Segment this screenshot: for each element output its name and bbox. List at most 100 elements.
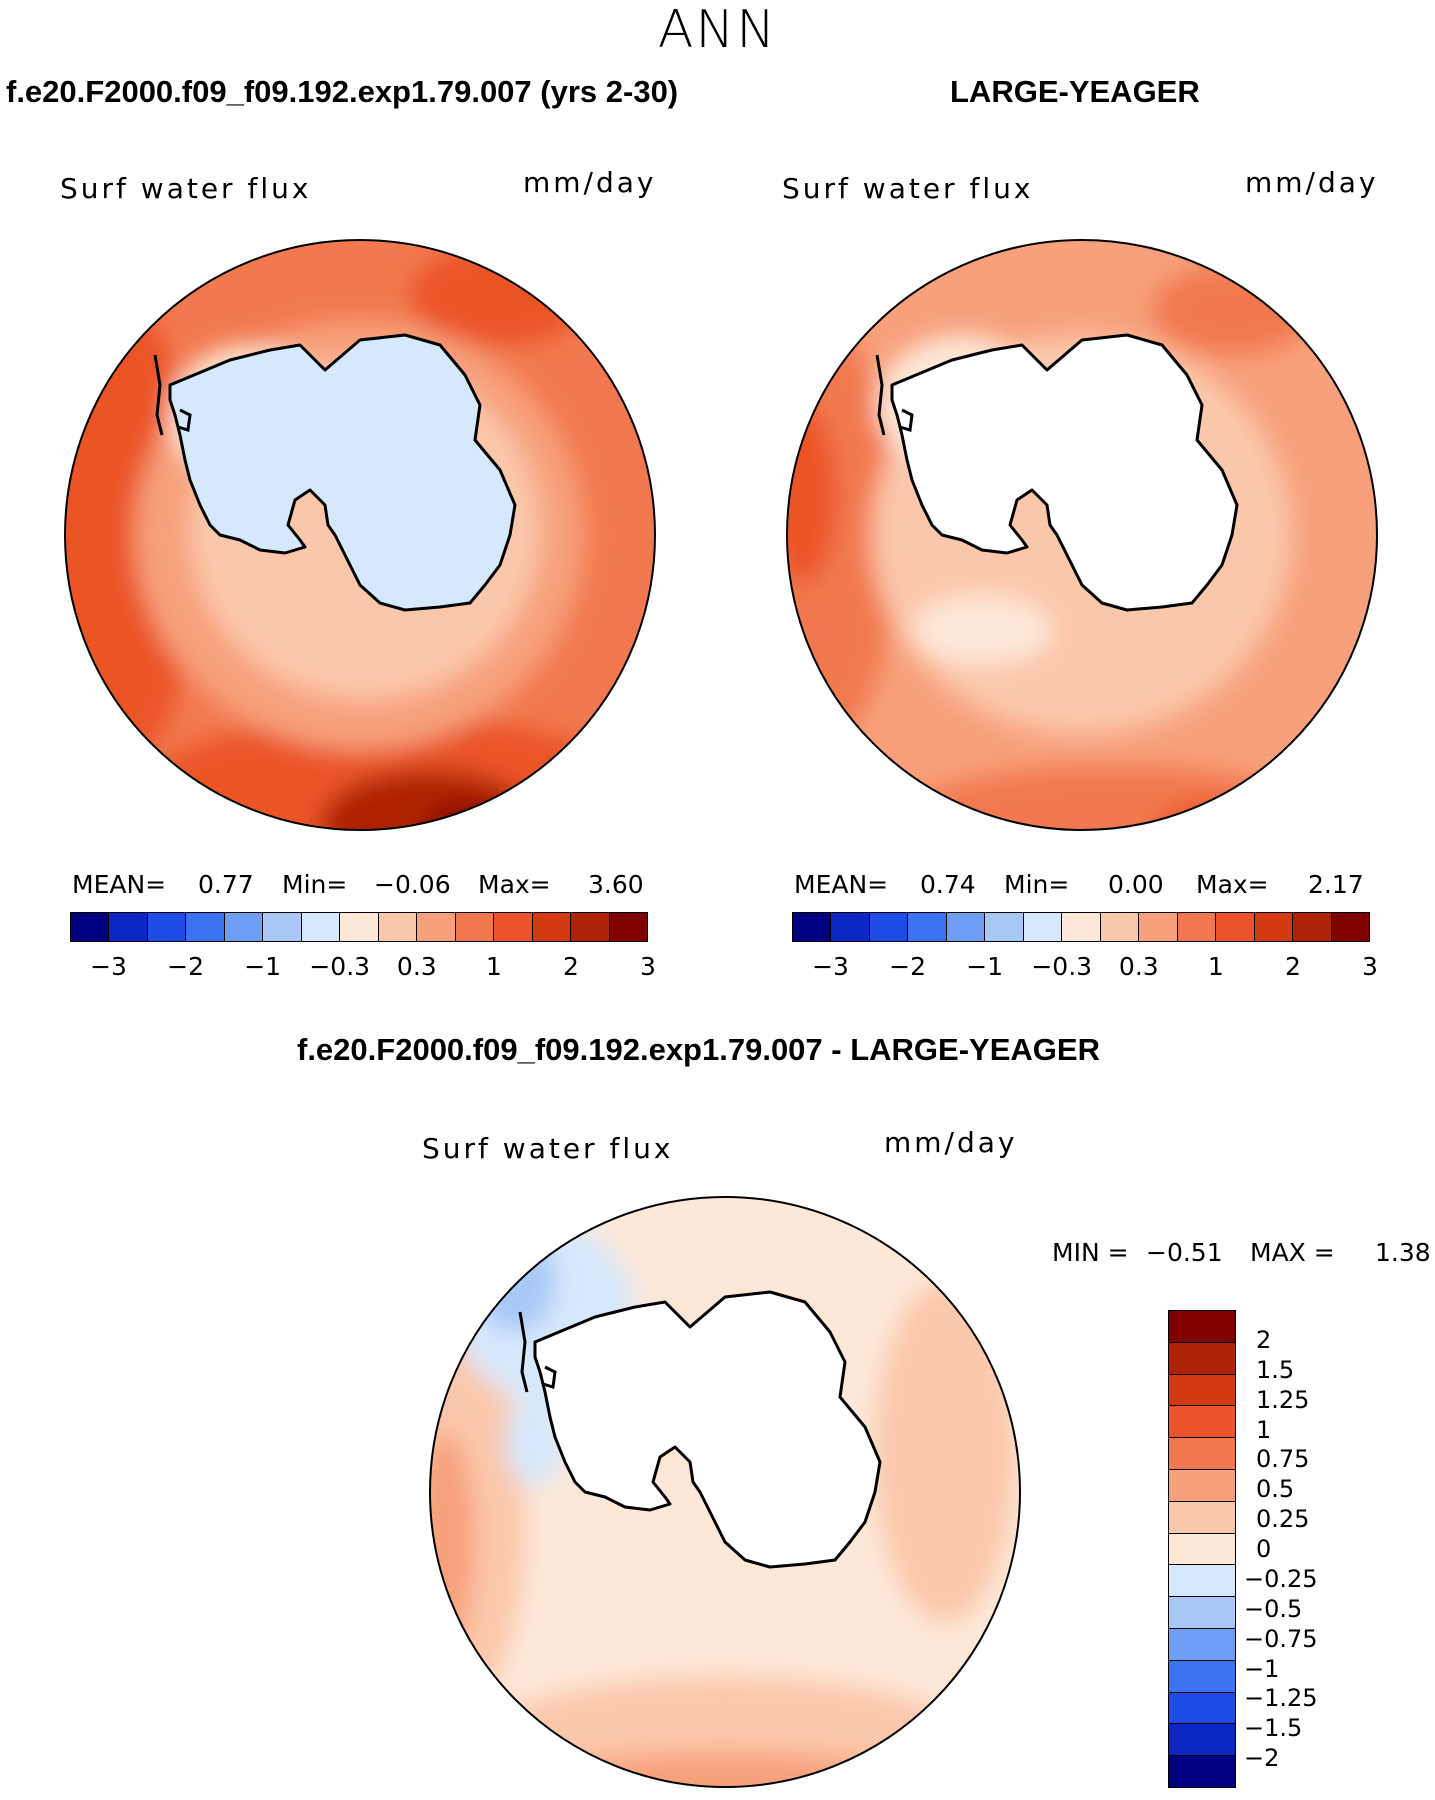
panel-1-antarctica (168, 333, 517, 612)
colorbar-tick-label: −0.3 (1031, 952, 1093, 981)
colorbar-swatch (263, 913, 302, 941)
panel-2-polar-map (786, 239, 1378, 831)
colorbar-swatch (147, 913, 187, 941)
difference-polar-map (429, 1196, 1021, 1788)
colorbar-swatch (1169, 1406, 1235, 1439)
panel-1-min-label: Min= (282, 870, 348, 899)
panel-1-variable: Surf water flux (60, 172, 312, 205)
panel-2-coast-islands (875, 354, 914, 436)
panel-1-mean-label: MEAN= (72, 870, 167, 899)
colorbar-swatch (1169, 1501, 1235, 1534)
colorbar-swatch (1100, 913, 1140, 941)
colorbar-tick-label: −1.5 (1244, 1714, 1303, 1743)
colorbar-swatch (946, 913, 986, 941)
colorbar-swatch (1169, 1342, 1235, 1375)
colorbar-swatch (1169, 1628, 1235, 1661)
panel-2-title: LARGE-YEAGER (950, 74, 1200, 109)
panel-2-variable: Surf water flux (782, 172, 1034, 205)
panel-1-coast-islands (153, 354, 192, 436)
panel-2-antarctica (890, 333, 1239, 612)
colorbar-swatch (71, 913, 110, 941)
colorbar-swatch (1139, 913, 1178, 941)
colorbar-tick-label: −1 (966, 952, 1004, 981)
panel-1-west-high-band (65, 295, 200, 775)
panel-2-min-value: 0.00 (1108, 870, 1164, 899)
difference-antarctica (533, 1290, 882, 1569)
difference-map-border (429, 1196, 1021, 1788)
difference-colorbar-ticks: 2 1.5 1.25 1 0.75 0.5 0.25 0 −0.25 −0.5 −0.75 −1 −1.… (1244, 1310, 1344, 1788)
colorbar-swatch (1062, 913, 1101, 941)
difference-coast-islands (518, 1311, 557, 1393)
difference-min-value: −0.51 (1146, 1238, 1223, 1267)
colorbar-swatch (831, 913, 870, 941)
colorbar-tick-label: 0 (1256, 1535, 1272, 1563)
difference-min-label: MIN = (1052, 1238, 1129, 1267)
colorbar-swatch (1254, 913, 1294, 941)
panel-2-southwest-low (912, 595, 1052, 665)
panel-1-colorbar (70, 912, 648, 942)
colorbar-swatch (1169, 1533, 1235, 1566)
colorbar-tick-label: 3 (1362, 952, 1378, 981)
colorbar-swatch (224, 913, 264, 941)
difference-title: f.e20.F2000.f09_f09.192.exp1.79.007 - LA… (297, 1032, 1100, 1067)
panel-1-mean-value: 0.77 (198, 870, 254, 899)
colorbar-swatch (571, 913, 610, 941)
colorbar-swatch (417, 913, 456, 941)
colorbar-swatch (1169, 1724, 1235, 1757)
difference-west-high (430, 1432, 475, 1652)
colorbar-swatch (1169, 1311, 1235, 1343)
difference-colorbar (1168, 1310, 1236, 1788)
panel-2-colorbar-ticks: −3 −2 −1 −0.3 0.3 1 2 3 (792, 952, 1378, 984)
panel-1-northeast-band (410, 245, 590, 345)
colorbar-tick-label: −1.25 (1244, 1684, 1318, 1713)
panel-1-max-value: 3.60 (588, 870, 644, 899)
colorbar-swatch (455, 913, 495, 941)
panel-2-units: mm/day (1245, 166, 1379, 199)
colorbar-swatch (908, 913, 947, 941)
panel-2-max-label: Max= (1196, 870, 1269, 899)
colorbar-swatch (1169, 1565, 1235, 1598)
colorbar-swatch (609, 913, 648, 941)
colorbar-swatch (109, 913, 148, 941)
colorbar-tick-label: 2 (562, 952, 579, 981)
colorbar-swatch (532, 913, 572, 941)
panel-1-title: f.e20.F2000.f09_f09.192.exp1.79.007 (yrs… (6, 74, 679, 109)
panel-1-colorbar-ticks: −3 −2 −1 −0.3 0.3 1 2 3 (70, 952, 656, 984)
panel-2-mean-label: MEAN= (794, 870, 889, 899)
panel-2-max-value: 2.17 (1308, 870, 1364, 899)
colorbar-swatch (1216, 913, 1255, 941)
colorbar-tick-label: 0.75 (1256, 1445, 1310, 1474)
colorbar-tick-label: 0.3 (396, 952, 437, 981)
colorbar-swatch (301, 913, 341, 941)
colorbar-tick-label: 1.25 (1256, 1385, 1310, 1414)
colorbar-tick-label: −0.75 (1244, 1624, 1318, 1653)
colorbar-tick-label: −0.3 (309, 952, 371, 981)
panel-2-mean-value: 0.74 (920, 870, 976, 899)
difference-east-band (875, 1282, 1015, 1622)
colorbar-tick-label: −1 (244, 952, 282, 981)
colorbar-tick-label: 1 (485, 952, 502, 981)
panel-1-max-label: Max= (478, 870, 551, 899)
colorbar-tick-label: −0.25 (1244, 1564, 1318, 1593)
colorbar-tick-label: −3 (812, 952, 849, 981)
colorbar-swatch (1169, 1597, 1235, 1629)
colorbar-swatch (186, 913, 225, 941)
colorbar-tick-label: −1 (1244, 1654, 1280, 1683)
colorbar-tick-label: 1.5 (1256, 1355, 1295, 1384)
colorbar-tick-label: 2 (1284, 952, 1301, 981)
colorbar-swatch (340, 913, 379, 941)
colorbar-swatch (1023, 913, 1063, 941)
colorbar-swatch (494, 913, 533, 941)
colorbar-swatch (1169, 1660, 1235, 1693)
colorbar-swatch (1169, 1469, 1235, 1502)
colorbar-tick-label: 2 (1256, 1325, 1272, 1354)
colorbar-swatch (378, 913, 418, 941)
colorbar-swatch (1331, 913, 1370, 941)
panel-1-polar-map (64, 239, 656, 831)
colorbar-swatch (985, 913, 1024, 941)
colorbar-swatch (1293, 913, 1332, 941)
panel-2-west-high (787, 405, 837, 585)
panel-2-min-label: Min= (1004, 870, 1070, 899)
panel-2-map-border (786, 239, 1378, 831)
colorbar-tick-label: −3 (90, 952, 127, 981)
